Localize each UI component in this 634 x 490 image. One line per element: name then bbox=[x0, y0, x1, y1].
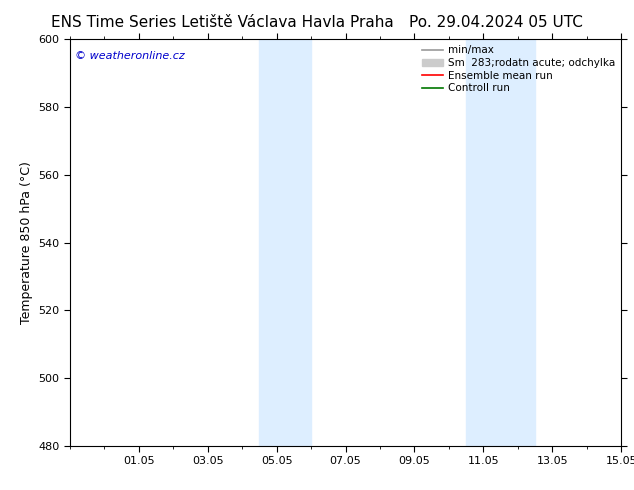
Legend: min/max, Sm  283;rodatn acute; odchylka, Ensemble mean run, Controll run: min/max, Sm 283;rodatn acute; odchylka, … bbox=[421, 45, 616, 94]
Y-axis label: Temperature 850 hPa (°C): Temperature 850 hPa (°C) bbox=[20, 161, 32, 324]
Text: ENS Time Series Letiště Václava Havla Praha: ENS Time Series Letiště Václava Havla Pr… bbox=[51, 15, 394, 30]
Bar bbox=[259, 39, 311, 446]
Text: Po. 29.04.2024 05 UTC: Po. 29.04.2024 05 UTC bbox=[410, 15, 583, 30]
Bar bbox=[466, 39, 535, 446]
Text: © weatheronline.cz: © weatheronline.cz bbox=[75, 51, 185, 61]
